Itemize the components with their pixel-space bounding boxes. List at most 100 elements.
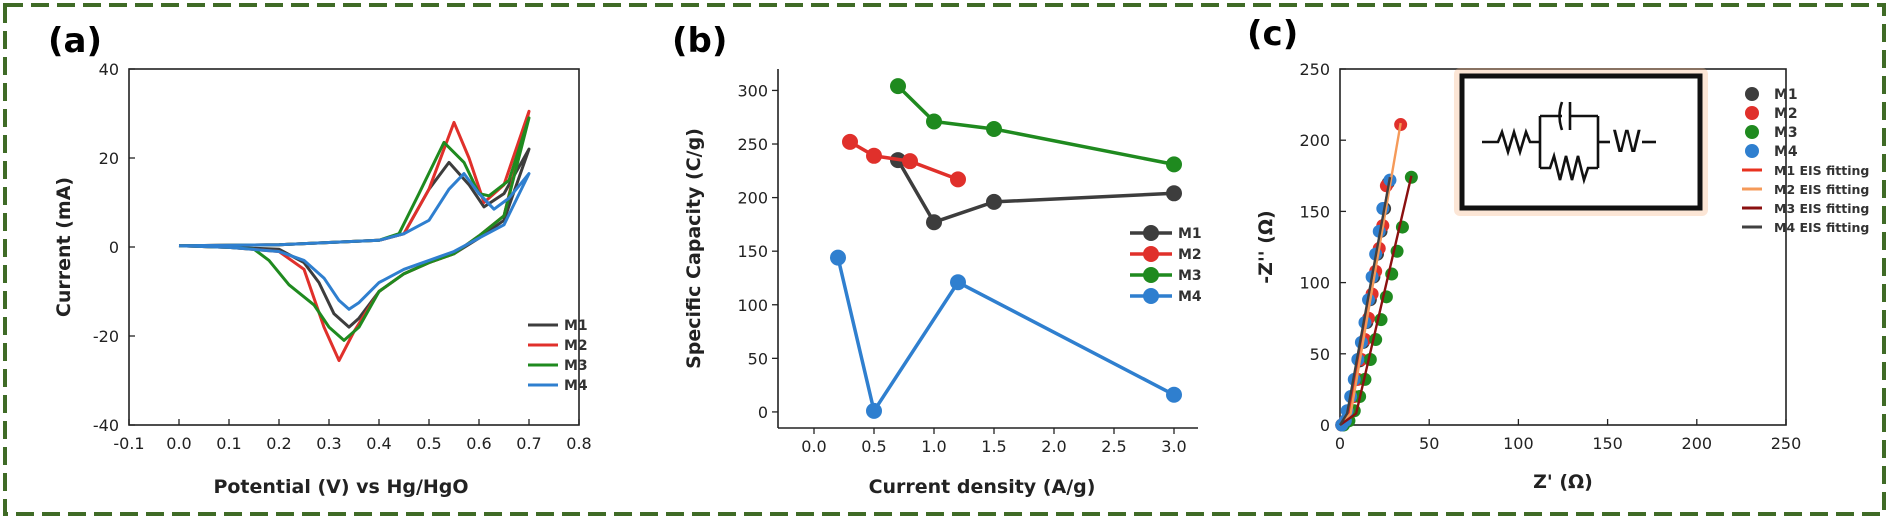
data-point-m3 (890, 78, 906, 95)
legend-marker-m1 (1143, 225, 1159, 241)
x-tick-label: 1.5 (981, 437, 1006, 456)
y-tick-label: 100 (737, 296, 768, 315)
x-tick-label: 250 (1771, 434, 1802, 453)
panel-a-chart: -0.1 0.0 0.1 0.2 0.3 0.4 0.5 0.6 0.7 0.8 -40 -20 0 20… (53, 60, 592, 498)
data-point-m3 (926, 113, 942, 130)
cv-curve-m4 (178, 172, 531, 311)
x-tick-label: 0.6 (466, 434, 491, 453)
legend-label-m4: M4 (1178, 289, 1202, 305)
y-axis-title: -Z'' (Ω) (1255, 210, 1277, 283)
legend-label-m1-eis-fitting: M1 EIS fitting (1774, 163, 1869, 178)
legend-label-m3: M3 (564, 358, 588, 374)
x-tick-label: 100 (1503, 434, 1534, 453)
series-line-m4 (836, 257, 1175, 416)
x-tick-label: 0.4 (366, 434, 391, 453)
x-tick-label: 0.0 (801, 437, 826, 456)
plot-frame (1339, 68, 1787, 426)
data-point-m3 (1166, 156, 1182, 173)
capacitor-symbol (1558, 101, 1564, 131)
x-tick-label: 50 (1419, 434, 1439, 453)
x-axis-title: Current density (A/g) (869, 476, 1096, 498)
legend-marker-m3 (1745, 125, 1759, 139)
x-tick-label: 200 (1682, 434, 1713, 453)
x-tick-label: 0.8 (566, 434, 591, 453)
x-tick-label: 1.0 (921, 437, 946, 456)
y-tick-label: 250 (1299, 60, 1330, 79)
x-tick-label: 0.1 (216, 434, 241, 453)
series-line-m2 (849, 140, 959, 182)
panel-b-label: (b) (672, 21, 727, 61)
y-tick-label: -40 (93, 416, 119, 435)
legend-label-m3: M3 (1774, 125, 1798, 141)
data-point-m2 (902, 153, 918, 170)
fit-line-m4-eis-fitting (1338, 176, 1392, 426)
legend-label-m1: M1 (1178, 226, 1202, 242)
y-tick-label: 200 (1299, 131, 1330, 150)
legend-marker-m2 (1143, 246, 1159, 262)
legend-label-m2: M2 (1774, 106, 1798, 122)
legend-marker-m1 (1745, 87, 1759, 101)
y-axis-title: Current (mA) (53, 177, 75, 317)
x-tick-label: 0.5 (861, 437, 886, 456)
data-point-m4 (950, 274, 966, 291)
x-tick-label: 0.3 (316, 434, 341, 453)
x-tick-label: 0.0 (166, 434, 191, 453)
fit-line-m3-eis-fitting (1339, 175, 1413, 426)
x-tick-label: 0.5 (416, 434, 441, 453)
x-tick-label: 150 (1592, 434, 1623, 453)
y-tick-label: 100 (1299, 274, 1330, 293)
legend-marker-m4 (1745, 144, 1759, 158)
legend-label-m2: M2 (1178, 247, 1202, 263)
data-point-m2 (842, 133, 858, 150)
resistor-symbol (1482, 127, 1540, 157)
data-point-m2 (866, 147, 882, 164)
data-point-m4 (1166, 386, 1182, 403)
y-tick-label: 40 (99, 60, 119, 79)
legend-a: M1 M2 M3 M4 (528, 318, 588, 394)
data-point-m3 (986, 121, 1002, 138)
y-tick-label: 150 (1299, 202, 1330, 221)
y-tick-label: 0 (758, 403, 768, 422)
legend-label-m1: M1 (1774, 87, 1798, 103)
y-tick-label: -20 (93, 327, 119, 346)
data-point-m4 (830, 249, 846, 266)
x-tick-label: 2.5 (1101, 437, 1126, 456)
legend-label-m4: M4 (564, 378, 588, 394)
resistor-symbol (1540, 151, 1598, 185)
panel-c-chart: 0 50 100 150 200 250 0 50 100 150 200 250 Z' (Ω) -Z''… (1255, 60, 1869, 493)
circuit-box (1459, 73, 1703, 211)
y-tick-label: 250 (737, 135, 768, 154)
x-tick-label: 2.0 (1041, 437, 1066, 456)
x-axis-title: Z' (Ω) (1533, 471, 1593, 493)
legend-label-m4-eis-fitting: M4 EIS fitting (1774, 220, 1869, 235)
x-tick-label: 0.2 (266, 434, 291, 453)
y-tick-label: 20 (99, 149, 119, 168)
legend-label-m1: M1 (564, 318, 588, 334)
legend-label-m4: M4 (1774, 144, 1798, 160)
y-tick-label: 50 (1310, 345, 1330, 364)
y-tick-label: 300 (737, 81, 768, 100)
legend-label-m2: M2 (564, 338, 588, 354)
y-tick-label: 0 (109, 238, 119, 257)
x-tick-label: -0.1 (113, 434, 144, 453)
x-tick-label: 3.0 (1161, 437, 1186, 456)
legend-marker-m4 (1143, 288, 1159, 304)
data-point-m1 (926, 214, 942, 231)
panel-b-chart: 0.0 0.5 1.0 1.5 2.0 2.5 3.0 0 50 100 150 200 250 300 C… (683, 69, 1202, 498)
data-point-m2 (950, 171, 966, 188)
legend-c: M1 M2 M3 M4 M1 EIS fitting M2 EIS fitting M3 E… (1742, 87, 1869, 235)
y-axis-title: Specific Capacity (C/g) (683, 128, 705, 369)
y-tick-label: 0 (1320, 416, 1330, 435)
y-tick-label: 200 (737, 189, 768, 208)
panel-a-label: (a) (48, 21, 102, 61)
legend-marker-m2 (1745, 106, 1759, 120)
outer-frame (3, 3, 1886, 516)
data-point-m4 (866, 402, 882, 419)
y-tick-label: 50 (748, 349, 768, 368)
x-tick-label: 0.7 (516, 434, 541, 453)
legend-label-m3: M3 (1178, 268, 1202, 284)
y-tick-label: 150 (737, 242, 768, 261)
data-point-m1 (1166, 185, 1182, 202)
legend-label-m3-eis-fitting: M3 EIS fitting (1774, 201, 1869, 216)
